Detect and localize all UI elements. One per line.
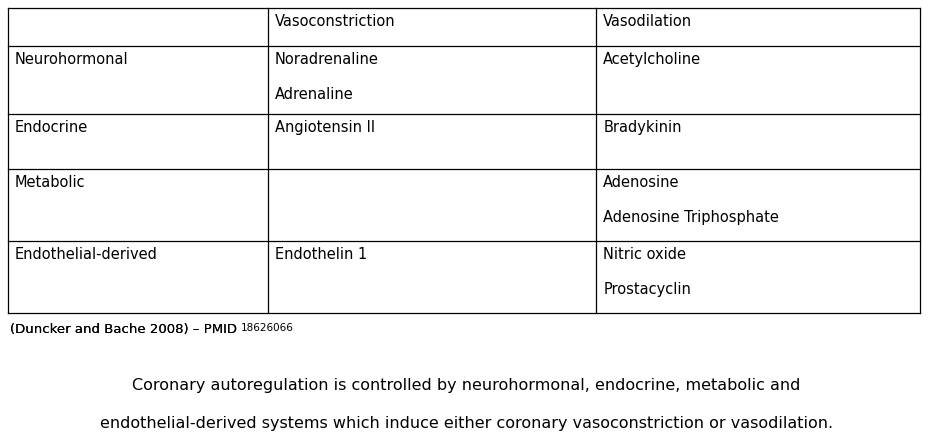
Text: Vasodilation: Vasodilation <box>604 14 692 29</box>
Text: Nitric oxide

Prostacyclin: Nitric oxide Prostacyclin <box>604 247 691 297</box>
Text: Noradrenaline

Adrenaline: Noradrenaline Adrenaline <box>275 52 379 102</box>
Text: Metabolic: Metabolic <box>15 175 86 190</box>
Text: Bradykinin: Bradykinin <box>604 120 682 135</box>
Text: Neurohormonal: Neurohormonal <box>15 52 129 67</box>
Text: Angiotensin II: Angiotensin II <box>275 120 375 135</box>
Text: (Duncker and Bache 2008) – PMID: (Duncker and Bache 2008) – PMID <box>10 323 242 336</box>
Text: Coronary autoregulation is controlled by neurohormonal, endocrine, metabolic and: Coronary autoregulation is controlled by… <box>132 378 801 393</box>
Text: Adenosine

Adenosine Triphosphate: Adenosine Adenosine Triphosphate <box>604 175 779 225</box>
Text: Acetylcholine: Acetylcholine <box>604 52 702 67</box>
Text: Endothelial-derived: Endothelial-derived <box>15 247 158 262</box>
Text: 18626066: 18626066 <box>242 323 294 333</box>
Text: (Duncker and Bache 2008) – PMID: (Duncker and Bache 2008) – PMID <box>10 323 242 336</box>
Text: Endocrine: Endocrine <box>15 120 89 135</box>
Text: endothelial-derived systems which induce either coronary vasoconstriction or vas: endothelial-derived systems which induce… <box>100 416 833 431</box>
Text: Endothelin 1: Endothelin 1 <box>275 247 368 262</box>
Text: Vasoconstriction: Vasoconstriction <box>275 14 396 29</box>
